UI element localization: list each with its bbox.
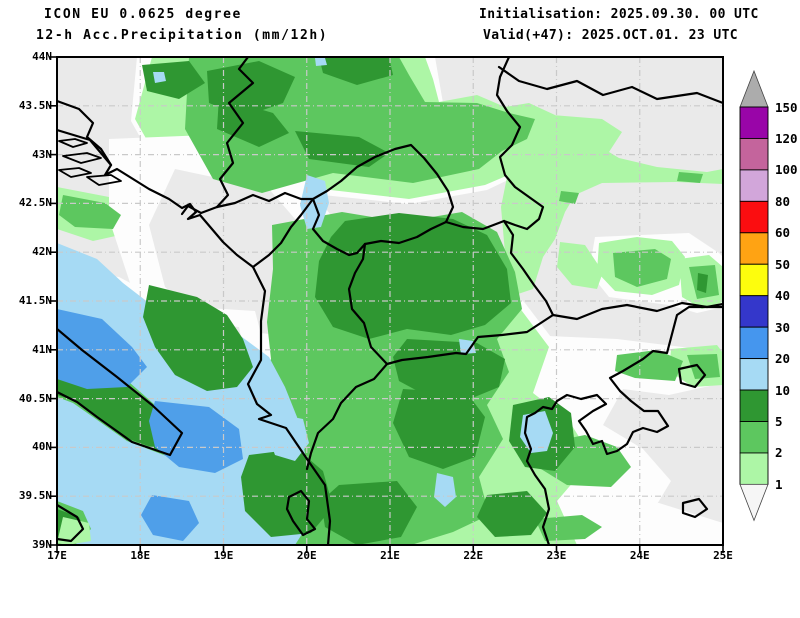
croatia-bosnia-border xyxy=(57,99,113,167)
serbia-bulgaria-border xyxy=(495,57,545,231)
x-tick-label: 20E xyxy=(296,549,317,562)
colorbar-level-label: 1 xyxy=(775,476,783,492)
colorbar-segment xyxy=(739,452,769,485)
dalmatian-islands xyxy=(58,138,122,186)
colorbar-level-label: 20 xyxy=(775,351,791,367)
colorbar-segment xyxy=(739,200,769,234)
calabria-coastline xyxy=(57,503,85,543)
colorbar-below-min-arrow xyxy=(739,484,769,522)
precip-calabria-patch xyxy=(57,517,91,545)
kosovo-macedonia-border xyxy=(363,220,448,246)
colorbar-level-label: 5 xyxy=(775,414,783,429)
precip-5-10mm-layer xyxy=(142,57,708,537)
x-tick-label: 21E xyxy=(380,549,400,562)
coastlines-borders xyxy=(57,57,723,545)
x-tick-label: 23E xyxy=(546,549,567,562)
x-tick-label: 19E xyxy=(213,549,234,562)
greece-aegean-coastline xyxy=(523,305,723,545)
y-tick-label: 40.5N xyxy=(18,391,52,405)
serbia-kosovo-north-border xyxy=(215,143,455,224)
colorbar-level-label: 80 xyxy=(775,193,791,209)
bosnia-montenegro-border xyxy=(180,204,219,216)
y-tick-label: 42.5N xyxy=(18,196,52,210)
colorbar-level-label: 40 xyxy=(775,288,791,304)
valid-time: Valid(+47): 2025.OCT.01. 23 UTC xyxy=(483,28,739,43)
drina-border xyxy=(215,57,255,209)
colorbar-segment xyxy=(739,295,769,328)
init-time: Initialisation: 2025.09.30. 00 UTC xyxy=(479,7,759,22)
albania-macedonia-border xyxy=(347,242,389,366)
axis-ticks xyxy=(49,56,724,553)
x-tick-label: 24E xyxy=(629,549,650,562)
colorbar-level-label: 100 xyxy=(775,162,798,178)
y-tick-label: 43N xyxy=(32,147,52,161)
model-title: ICON EU 0.0625 degree xyxy=(44,7,242,22)
italy-heel-coastline xyxy=(57,327,184,457)
colorbar-segment xyxy=(739,263,769,297)
y-tick-label: 41N xyxy=(32,342,52,356)
serbia-macedonia-border xyxy=(444,219,506,231)
colorbar-level-label: 2 xyxy=(775,445,783,461)
adriatic-coastline xyxy=(57,128,332,545)
montenegro-albania-border xyxy=(251,197,315,269)
colorbar xyxy=(739,69,769,522)
x-tick-label: 18E xyxy=(130,549,151,562)
grid-lines xyxy=(57,57,723,545)
y-tick-label: 41.5N xyxy=(18,294,52,307)
plot-frame xyxy=(56,56,724,546)
kosovo-albania-border xyxy=(311,197,367,257)
colorbar-level-label: 10 xyxy=(775,382,791,398)
y-tick-label: 39N xyxy=(32,538,52,551)
corfu-island xyxy=(285,489,317,537)
colorbar-level-label: 50 xyxy=(775,256,791,272)
colorbar-segment xyxy=(739,358,769,391)
x-tick-label: 17E xyxy=(47,549,67,562)
albania-greece-border xyxy=(305,362,389,471)
colorbar-segment xyxy=(739,106,769,139)
colorbar-segment xyxy=(739,389,769,422)
y-tick-label: 39.5N xyxy=(18,489,52,503)
colorbar-segment xyxy=(739,421,769,454)
colorbar-level-label: 120 xyxy=(775,130,798,146)
colorbar-segment xyxy=(739,326,769,360)
precip-20-30mm-layer xyxy=(57,309,243,541)
aegean-island xyxy=(681,497,709,519)
product-title: 12-h Acc.Precipitation (mm/12h) xyxy=(36,28,329,43)
coastal-5-10mm-layer xyxy=(57,285,417,545)
y-tick-label: 42N xyxy=(32,245,52,259)
danube-bulgaria-romania-border xyxy=(497,65,723,105)
colorbar-segment xyxy=(739,232,769,265)
colorbar-level-label: 30 xyxy=(775,319,791,335)
colorbar-level-label: 60 xyxy=(775,225,791,241)
y-tick-label: 40N xyxy=(32,440,52,454)
macedonia-bulgaria-border xyxy=(502,219,555,317)
macedonia-greece-border xyxy=(385,313,555,366)
y-tick-label: 44N xyxy=(32,50,52,63)
x-tick-label: 25E xyxy=(713,549,733,562)
thasos-island xyxy=(677,363,707,389)
colorbar-level-label: 150 xyxy=(775,99,798,115)
x-tick-label: 22E xyxy=(463,549,484,562)
colorbar-segment xyxy=(739,137,769,171)
y-tick-label: 43.5N xyxy=(18,98,52,112)
colorbar-above-max-arrow xyxy=(739,69,769,108)
colorbar-segment xyxy=(739,169,769,202)
